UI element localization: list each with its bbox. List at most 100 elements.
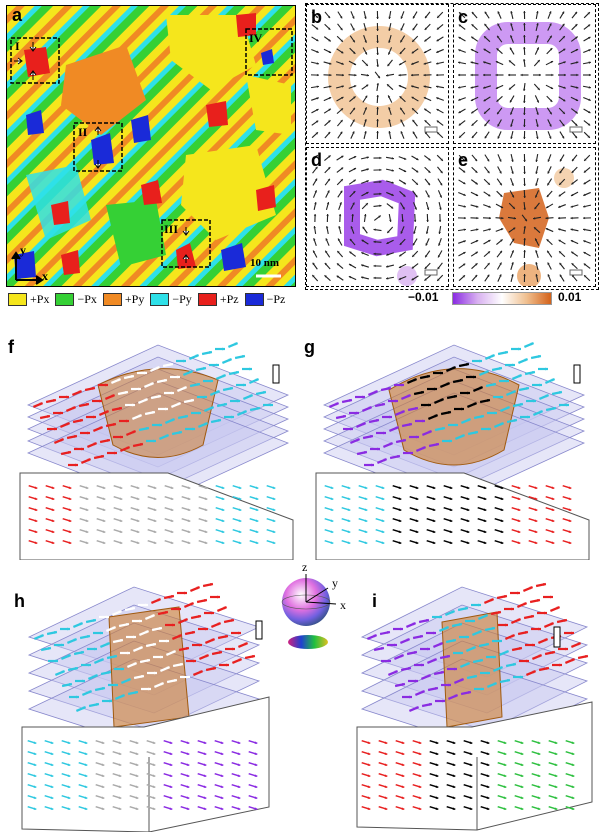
vector-arrowhead (203, 774, 207, 777)
vector-arrowhead (535, 274, 538, 277)
vector-arrowhead (471, 24, 474, 27)
vector-arrowhead (550, 86, 554, 89)
vector-arrowhead (568, 486, 572, 489)
vector-arrowhead (48, 647, 51, 651)
legend-swatch (55, 292, 75, 306)
vector-arrowhead (364, 107, 367, 110)
vector-arrowhead (119, 497, 123, 500)
vector-arrowhead (165, 407, 168, 411)
vector-arrowhead (415, 182, 418, 185)
vector-arrowhead (523, 602, 527, 606)
vector-arrowhead (558, 194, 562, 197)
vector-arrowhead (40, 634, 44, 638)
vector-arrowhead (86, 403, 89, 407)
vector-arrowhead (570, 216, 573, 220)
vector-arrowhead (400, 654, 404, 658)
vector-arrowhead (436, 108, 439, 112)
vector-arrowhead (330, 486, 334, 489)
vector-arrowhead (562, 36, 565, 39)
vector-arrowhead (376, 419, 379, 423)
vector-arrowhead (159, 627, 162, 631)
vector-arrowhead (84, 774, 88, 777)
vector-arrowhead (193, 659, 196, 663)
legend-item-plus-py: +Py (102, 292, 144, 307)
vector-arrowhead (424, 120, 427, 123)
vector-arrowhead (204, 395, 207, 399)
vector-arrowhead (518, 374, 522, 378)
vector-arrowhead (169, 774, 173, 777)
vector-arrowhead (487, 170, 490, 174)
vector-arrowhead (312, 275, 315, 278)
vector-arrowhead (185, 415, 188, 419)
vector-arrowhead (436, 50, 439, 53)
vector-arrowhead (136, 486, 140, 489)
vector-arrowhead (67, 774, 71, 777)
vector-arrowhead (399, 51, 403, 54)
vector-arrowhead (422, 419, 425, 423)
vector-arrowhead (513, 663, 516, 667)
vector-arrowhead (87, 458, 91, 462)
vector-arrowhead (571, 752, 575, 755)
vector-arrowhead (313, 238, 316, 241)
vector-arrowhead (364, 16, 367, 19)
vector-arrowhead (401, 774, 405, 777)
vector-arrowhead (164, 379, 167, 383)
vector-arrowhead (416, 157, 419, 161)
vector-arrowhead (559, 159, 563, 162)
vector-arrowhead (383, 431, 386, 435)
vector-arrowhead (471, 135, 475, 139)
vector-arrowhead (446, 382, 450, 386)
roman-label-ii: II (78, 125, 88, 139)
vector-arrowhead (499, 171, 502, 174)
vector-arrowhead (583, 181, 587, 185)
vector-arrowhead (316, 62, 319, 65)
vector-arrowhead (520, 774, 524, 777)
vector-arrowhead (68, 541, 72, 544)
vector-arrowhead (411, 62, 414, 65)
vector-arrowhead (484, 111, 487, 114)
vector-arrowhead (102, 541, 106, 544)
vector-arrowhead (66, 422, 70, 426)
vector-arrowhead (84, 807, 88, 810)
vector-arrowhead (549, 99, 553, 102)
vector-arrowhead (427, 375, 430, 379)
vector-arrowhead (511, 183, 514, 186)
sphere-axis-y: y (332, 576, 338, 590)
vector-arrowhead (93, 415, 96, 419)
vector-arrowhead (452, 366, 456, 370)
vector-arrowhead (475, 170, 478, 173)
panel-h-3d-render: h (14, 577, 272, 833)
vector-arrowhead (523, 207, 526, 210)
vector-arrowhead (152, 796, 156, 799)
vector-arrowhead (415, 170, 419, 173)
vector-arrowhead (87, 635, 90, 639)
vector-arrowhead (435, 763, 439, 766)
vector-arrowhead (364, 519, 368, 522)
vector-arrowhead (352, 16, 355, 19)
vector-arrowhead (337, 238, 341, 241)
vector-arrowhead (495, 73, 498, 77)
vector-arrowhead (377, 447, 380, 451)
legend-item-plus-px: +Px (8, 292, 49, 307)
vector-arrowhead (447, 655, 450, 659)
vector-arrowhead (552, 651, 555, 655)
vector-arrowhead (330, 541, 334, 544)
vector-arrowhead (337, 250, 340, 254)
vector-arrowhead (534, 541, 538, 544)
vector-arrowhead (432, 508, 436, 511)
vector-arrowhead (383, 458, 387, 462)
vector-arrowhead (328, 50, 332, 53)
vector-arrowhead (336, 263, 340, 266)
vector-arrowhead (554, 763, 558, 766)
vector-arrowhead (562, 23, 565, 27)
vector-arrowhead (364, 486, 368, 489)
vector-arrowhead (61, 670, 65, 674)
vector-arrowhead (501, 216, 504, 220)
vector-arrowhead (186, 752, 190, 755)
sphere-axis-x: x (340, 598, 346, 612)
vector-arrowhead (203, 807, 207, 810)
vector-arrowhead (536, 11, 539, 14)
vector-arrowhead (454, 395, 457, 399)
vector-arrowhead (75, 463, 78, 467)
vector-arrowhead (120, 435, 123, 439)
